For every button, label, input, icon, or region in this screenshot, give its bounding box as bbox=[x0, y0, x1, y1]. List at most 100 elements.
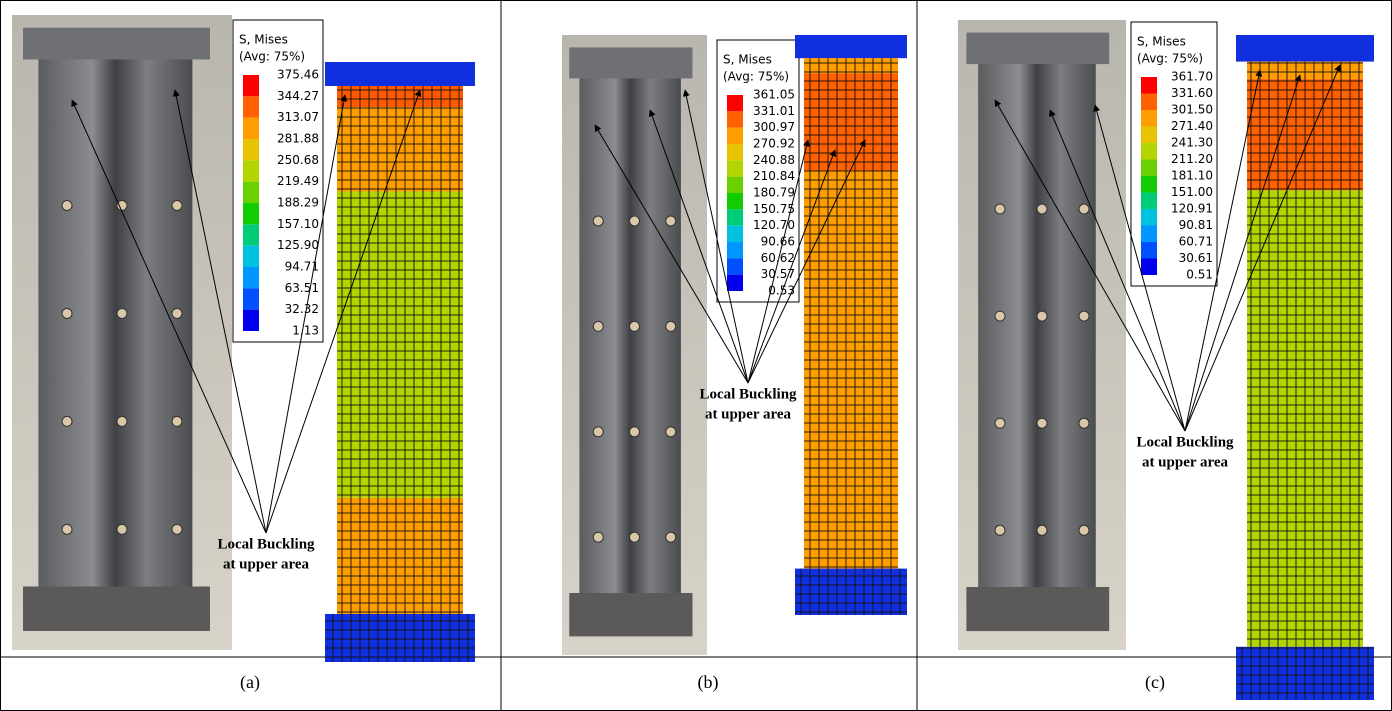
photo-bolt bbox=[1079, 204, 1089, 214]
legend-label: 120.70 bbox=[753, 218, 795, 232]
photo-column bbox=[579, 72, 681, 599]
photo-bolt bbox=[1079, 525, 1089, 535]
legend-label: 300.97 bbox=[753, 120, 795, 134]
photo-bolt bbox=[630, 427, 640, 437]
legend-swatch bbox=[1141, 242, 1157, 259]
legend-swatch bbox=[727, 95, 743, 111]
legend-label: 151.00 bbox=[1171, 185, 1213, 199]
legend-label: 210.84 bbox=[753, 169, 795, 183]
legend-swatch bbox=[727, 177, 743, 193]
photo-bolt bbox=[172, 308, 182, 318]
photo-bolt bbox=[1037, 311, 1047, 321]
photo-bolt bbox=[593, 216, 603, 226]
legend-swatch bbox=[727, 128, 743, 144]
legend-swatch bbox=[243, 267, 259, 288]
legend-swatch bbox=[243, 160, 259, 181]
legend-label: 157.10 bbox=[277, 217, 319, 231]
legend-subtitle: (Avg: 75%) bbox=[723, 70, 789, 84]
legend-swatch bbox=[1141, 226, 1157, 243]
photo-base-plate bbox=[569, 593, 692, 636]
legend-swatch bbox=[727, 144, 743, 160]
photo-bolt bbox=[1037, 204, 1047, 214]
legend-label: 180.79 bbox=[753, 186, 795, 200]
caption: (c) bbox=[1145, 672, 1165, 693]
legend-swatch bbox=[727, 209, 743, 225]
photo-bolt bbox=[995, 204, 1005, 214]
fe-mesh bbox=[1236, 647, 1374, 700]
legend-swatch bbox=[243, 96, 259, 117]
legend-label: 240.88 bbox=[753, 153, 795, 167]
photo-base-plate bbox=[966, 587, 1109, 631]
legend-swatch bbox=[1141, 77, 1157, 94]
annotation-text: at upper area bbox=[223, 556, 310, 572]
photo-bolt bbox=[62, 201, 72, 211]
legend-swatch bbox=[727, 258, 743, 274]
photo-top-plate bbox=[966, 33, 1109, 65]
photo-bolt bbox=[172, 524, 182, 534]
photo-bolt bbox=[117, 308, 127, 318]
legend-label: 63.51 bbox=[285, 281, 319, 295]
photo-bolt bbox=[995, 418, 1005, 428]
legend-label: 60.71 bbox=[1179, 235, 1213, 249]
legend-swatch bbox=[1141, 259, 1157, 276]
legend-label: 188.29 bbox=[277, 196, 319, 210]
annotation-text: Local Buckling bbox=[699, 386, 797, 402]
legend-title: S, Mises bbox=[1137, 35, 1186, 49]
photo-bolt bbox=[593, 321, 603, 331]
photo-bolt bbox=[630, 532, 640, 542]
legend-label: 0.51 bbox=[1186, 268, 1213, 282]
legend-subtitle: (Avg: 75%) bbox=[239, 50, 305, 64]
legend-label: 375.46 bbox=[277, 68, 319, 82]
annotation-text: at upper area bbox=[1142, 454, 1229, 470]
legend-label: 271.40 bbox=[1171, 119, 1213, 133]
legend-swatch bbox=[727, 226, 743, 242]
photo-bolt bbox=[630, 321, 640, 331]
photo-bolt bbox=[630, 216, 640, 226]
legend-swatch bbox=[243, 224, 259, 245]
legend-label: 150.75 bbox=[753, 202, 795, 216]
legend-swatch bbox=[243, 118, 259, 139]
photo-base-plate bbox=[23, 587, 210, 631]
legend-swatch bbox=[243, 182, 259, 203]
panel: S, Mises(Avg: 75%)375.46344.27313.07281.… bbox=[12, 15, 475, 693]
legend-label: 219.49 bbox=[277, 174, 319, 188]
legend-label: 313.07 bbox=[277, 110, 319, 124]
photo-bolt bbox=[593, 427, 603, 437]
legend-label: 331.01 bbox=[753, 104, 795, 118]
photo-bolt bbox=[666, 216, 676, 226]
legend-label: 90.81 bbox=[1179, 218, 1213, 232]
photo-bolt bbox=[172, 416, 182, 426]
fe-mesh bbox=[804, 58, 898, 568]
legend-label: 361.05 bbox=[753, 88, 795, 102]
fe-mesh bbox=[1247, 62, 1363, 647]
annotation-text: Local Buckling bbox=[217, 536, 315, 552]
photo-bolt bbox=[995, 525, 1005, 535]
legend-swatch bbox=[243, 246, 259, 267]
legend-swatch bbox=[243, 139, 259, 160]
legend-label: 1.13 bbox=[292, 324, 319, 338]
photo-bolt bbox=[1037, 525, 1047, 535]
legend-swatch bbox=[243, 75, 259, 96]
legend-swatch bbox=[727, 111, 743, 127]
legend-swatch bbox=[727, 160, 743, 176]
legend-swatch bbox=[1141, 127, 1157, 144]
legend-label: 331.60 bbox=[1171, 86, 1213, 100]
legend-swatch bbox=[1141, 209, 1157, 226]
legend-label: 241.30 bbox=[1171, 136, 1213, 150]
legend-label: 125.90 bbox=[277, 238, 319, 252]
photo-bolt bbox=[172, 201, 182, 211]
legend-swatch bbox=[727, 275, 743, 291]
photo-top-plate bbox=[23, 28, 210, 60]
caption: (a) bbox=[240, 672, 260, 693]
legend-swatch bbox=[1141, 160, 1157, 177]
legend-label: 181.10 bbox=[1171, 169, 1213, 183]
legend-label: 250.68 bbox=[277, 153, 319, 167]
legend-swatch bbox=[1141, 193, 1157, 210]
legend-swatch bbox=[243, 288, 259, 309]
photo-bolt bbox=[1037, 418, 1047, 428]
fe-top-plate bbox=[795, 35, 907, 58]
legend-swatch bbox=[243, 203, 259, 224]
photo-top-plate bbox=[569, 47, 692, 78]
panel: S, Mises(Avg: 75%)361.70331.60301.50271.… bbox=[958, 20, 1374, 700]
photo-bolt bbox=[666, 532, 676, 542]
